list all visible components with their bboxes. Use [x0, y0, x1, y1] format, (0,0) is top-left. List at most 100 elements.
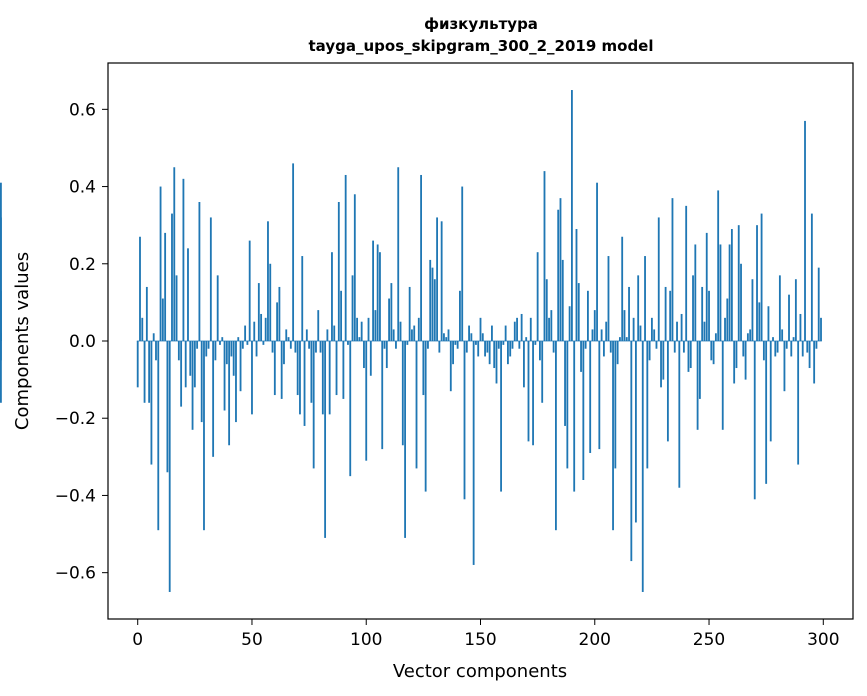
bar: [420, 174, 422, 341]
bar: [438, 341, 441, 353]
bar: [698, 341, 701, 399]
bar: [676, 321, 678, 341]
bar: [543, 171, 546, 341]
bar: [198, 202, 201, 341]
bar: [797, 341, 800, 465]
bar: [216, 275, 219, 341]
bar: [324, 341, 327, 538]
bar: [552, 341, 555, 353]
bar: [351, 275, 354, 341]
x-tick-label: 100: [350, 630, 382, 650]
bar: [246, 341, 249, 345]
bar: [520, 313, 523, 341]
bar: [664, 286, 667, 341]
bar: [500, 341, 502, 492]
bar: [177, 341, 180, 361]
bars-group: [0, 90, 822, 592]
bar: [376, 244, 379, 341]
bar: [152, 333, 155, 341]
bar: [529, 317, 532, 341]
bar: [639, 325, 642, 341]
bar: [360, 321, 363, 341]
bar: [173, 167, 176, 341]
bar: [230, 341, 233, 357]
bar: [342, 341, 345, 399]
x-axis-ticks: 0 50 100 150 200 250 300: [132, 619, 840, 650]
bar: [445, 337, 448, 341]
chart-subtitle: tayga_upos_skipgram_300_2_2019 model: [309, 37, 654, 55]
bar: [815, 341, 818, 349]
bar: [625, 337, 628, 341]
bar: [712, 341, 715, 365]
bar: [383, 341, 386, 349]
bar: [655, 341, 658, 349]
bar: [139, 236, 141, 341]
bar: [143, 341, 146, 403]
bar: [148, 341, 151, 403]
bar: [491, 325, 493, 341]
bar: [557, 209, 560, 341]
bar: [714, 333, 717, 341]
bar: [267, 221, 269, 341]
bar: [408, 286, 411, 341]
bar: [225, 341, 228, 365]
bar: [251, 341, 253, 415]
bar: [774, 341, 777, 357]
bar: [561, 259, 564, 341]
bar: [381, 341, 384, 450]
bar: [799, 313, 802, 341]
bar: [577, 283, 580, 341]
bar: [260, 313, 263, 341]
bar: [443, 333, 445, 341]
bar: [758, 302, 761, 341]
bar: [212, 341, 215, 457]
bar: [644, 256, 646, 341]
bar: [379, 252, 381, 341]
bar: [187, 248, 189, 341]
bar: [523, 341, 525, 388]
bar: [504, 325, 507, 341]
bar: [203, 341, 205, 531]
bar: [331, 252, 333, 341]
bar: [484, 341, 486, 357]
bar: [589, 341, 592, 453]
bar: [196, 341, 199, 349]
bar: [772, 337, 774, 341]
bar: [810, 213, 813, 341]
bar: [347, 341, 349, 345]
bar: [255, 341, 258, 357]
bar: [310, 341, 313, 403]
bar: [333, 325, 336, 341]
bar: [239, 341, 242, 392]
bar: [463, 341, 466, 500]
bar: [397, 167, 400, 341]
bar: [287, 337, 290, 341]
x-tick-label: 0: [132, 630, 143, 650]
bar: [630, 341, 633, 562]
bar: [808, 341, 811, 369]
bar: [605, 321, 608, 341]
bar: [767, 306, 770, 341]
bar: [559, 198, 562, 341]
bar: [427, 341, 429, 349]
y-tick-label: −0.2: [55, 409, 96, 429]
bar: [305, 329, 308, 341]
bar: [164, 232, 167, 341]
bar: [584, 341, 587, 349]
bar: [669, 290, 672, 341]
bar: [746, 333, 749, 341]
bar: [326, 329, 329, 341]
bar: [429, 259, 432, 341]
bar: [607, 256, 610, 341]
bar: [564, 341, 566, 426]
y-axis-label: Components values: [12, 252, 33, 430]
x-axis-label: Vector components: [393, 661, 567, 682]
bar: [682, 341, 685, 353]
bar: [363, 341, 365, 369]
bar: [687, 341, 690, 372]
bar: [623, 310, 626, 341]
bar: [680, 313, 683, 341]
bar: [513, 321, 516, 341]
bar: [155, 341, 157, 361]
